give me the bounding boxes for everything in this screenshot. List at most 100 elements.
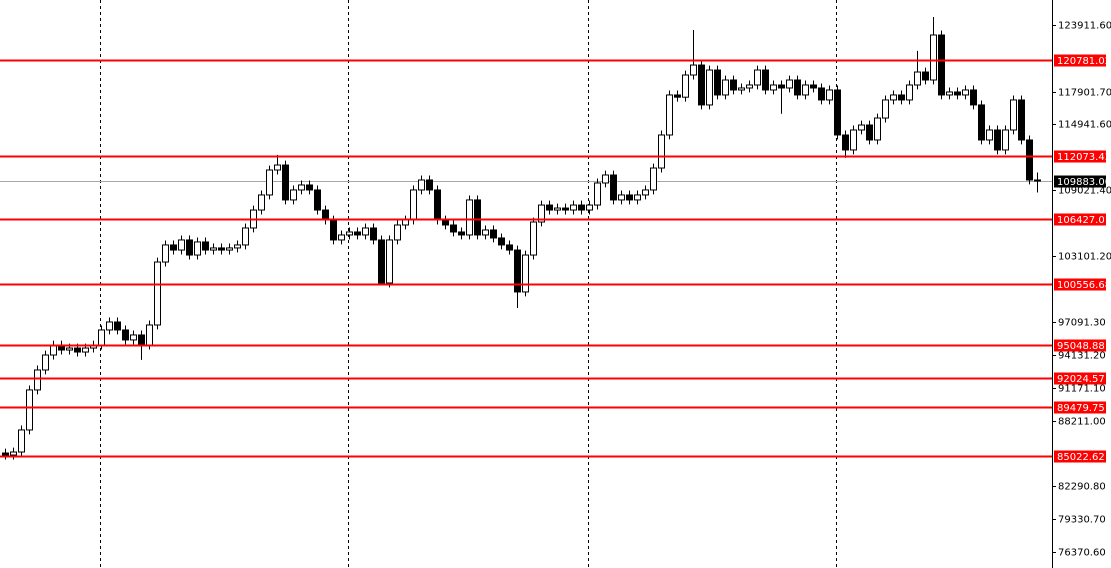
- candle-body: [66, 347, 73, 351]
- level-label-bg: [1054, 278, 1106, 291]
- candle-body: [770, 84, 777, 91]
- candle-body: [826, 89, 833, 101]
- candle-body: [18, 429, 25, 453]
- candle-body: [34, 369, 41, 391]
- candle-body: [706, 69, 713, 106]
- candle-body: [130, 334, 137, 341]
- candle-body: [554, 207, 561, 211]
- candle-body: [650, 167, 657, 191]
- candle-body: [274, 164, 281, 171]
- level-label: 89479.75: [1057, 403, 1105, 414]
- candle-body: [890, 94, 897, 101]
- candle-body: [562, 207, 569, 211]
- candle-body: [922, 71, 929, 81]
- candle-body: [802, 84, 809, 96]
- candle-body: [10, 451, 17, 456]
- candle-body: [362, 227, 369, 236]
- candle-body: [722, 79, 729, 96]
- level-label-bg: [1054, 450, 1106, 463]
- candle-body: [170, 244, 177, 251]
- candle-body: [578, 204, 585, 211]
- candle-body: [626, 194, 633, 201]
- candle-body: [794, 79, 801, 96]
- candle-body: [522, 254, 529, 293]
- candle-body: [202, 241, 209, 251]
- candle-body: [242, 227, 249, 246]
- candle-body: [954, 91, 961, 96]
- candle-body: [298, 184, 305, 191]
- candle-body: [730, 79, 737, 91]
- candle-body: [594, 182, 601, 206]
- level-label: 92024.57: [1057, 374, 1105, 385]
- candle-body: [1034, 179, 1041, 182]
- candle-body: [450, 224, 457, 233]
- candle-body: [466, 199, 473, 236]
- current-price-label: 109883.00: [1057, 177, 1111, 188]
- candle-body: [282, 164, 289, 201]
- candle-body: [410, 189, 417, 221]
- candle-body: [218, 247, 225, 251]
- candle-body: [786, 79, 793, 89]
- y-tick-label: 94131.20: [1058, 351, 1106, 362]
- candle-body: [970, 89, 977, 106]
- candle-body: [1010, 99, 1017, 131]
- y-tick-label: 109021.40: [1058, 186, 1111, 197]
- candle-body: [698, 64, 705, 106]
- level-label: 85022.62: [1057, 452, 1105, 463]
- candle-body: [930, 34, 937, 81]
- y-tick-label: 97091.30: [1058, 318, 1106, 329]
- candle-body: [306, 184, 313, 191]
- candle-body: [634, 194, 641, 201]
- level-label-bg: [1054, 401, 1106, 414]
- candle-body: [354, 231, 361, 236]
- candle-body: [186, 239, 193, 256]
- candle-body: [874, 117, 881, 141]
- candle-body: [114, 321, 121, 331]
- y-tick-label: 88211.00: [1058, 417, 1106, 428]
- candle-body: [938, 34, 945, 96]
- candle-body: [482, 229, 489, 236]
- candle-body: [642, 189, 649, 196]
- candle-body: [850, 129, 857, 151]
- candle-body: [618, 194, 625, 201]
- candle-body: [674, 94, 681, 98]
- y-tick-label: 114941.60: [1058, 120, 1111, 131]
- current-price-label-bg: [1054, 175, 1106, 188]
- level-label-bg: [1054, 213, 1106, 226]
- candle-body: [26, 389, 33, 431]
- candle-body: [882, 99, 889, 119]
- y-tick-label: 117901.70: [1058, 88, 1111, 99]
- candle-body: [506, 244, 513, 251]
- level-label-bg: [1054, 54, 1106, 67]
- level-label: 120781.02: [1057, 56, 1111, 67]
- candle-body: [82, 347, 89, 353]
- candle-body: [442, 219, 449, 226]
- candle-body: [978, 104, 985, 141]
- candle-body: [162, 244, 169, 263]
- candle-body: [586, 204, 593, 211]
- candle-body: [258, 194, 265, 211]
- level-label: 112073.43: [1057, 152, 1111, 163]
- candle-body: [530, 221, 537, 256]
- candle-body: [946, 91, 953, 96]
- candle-body: [538, 204, 545, 223]
- candle-body: [2, 452, 9, 456]
- candle-body: [810, 84, 817, 89]
- candle-body: [402, 219, 409, 226]
- candle-body: [154, 261, 161, 326]
- candle-body: [834, 89, 841, 136]
- candle-body: [338, 234, 345, 241]
- candle-body: [434, 189, 441, 221]
- candle-body: [370, 227, 377, 241]
- candle-body: [290, 189, 297, 201]
- candle-body: [546, 204, 553, 211]
- candle-body: [858, 124, 865, 131]
- candle-body: [194, 241, 201, 256]
- candle-body: [658, 134, 665, 169]
- level-label-bg: [1054, 339, 1106, 352]
- candle-body: [1002, 129, 1009, 151]
- candle-body: [346, 231, 353, 236]
- candle-body: [490, 229, 497, 239]
- candle-body: [778, 84, 785, 89]
- candle-body: [210, 247, 217, 251]
